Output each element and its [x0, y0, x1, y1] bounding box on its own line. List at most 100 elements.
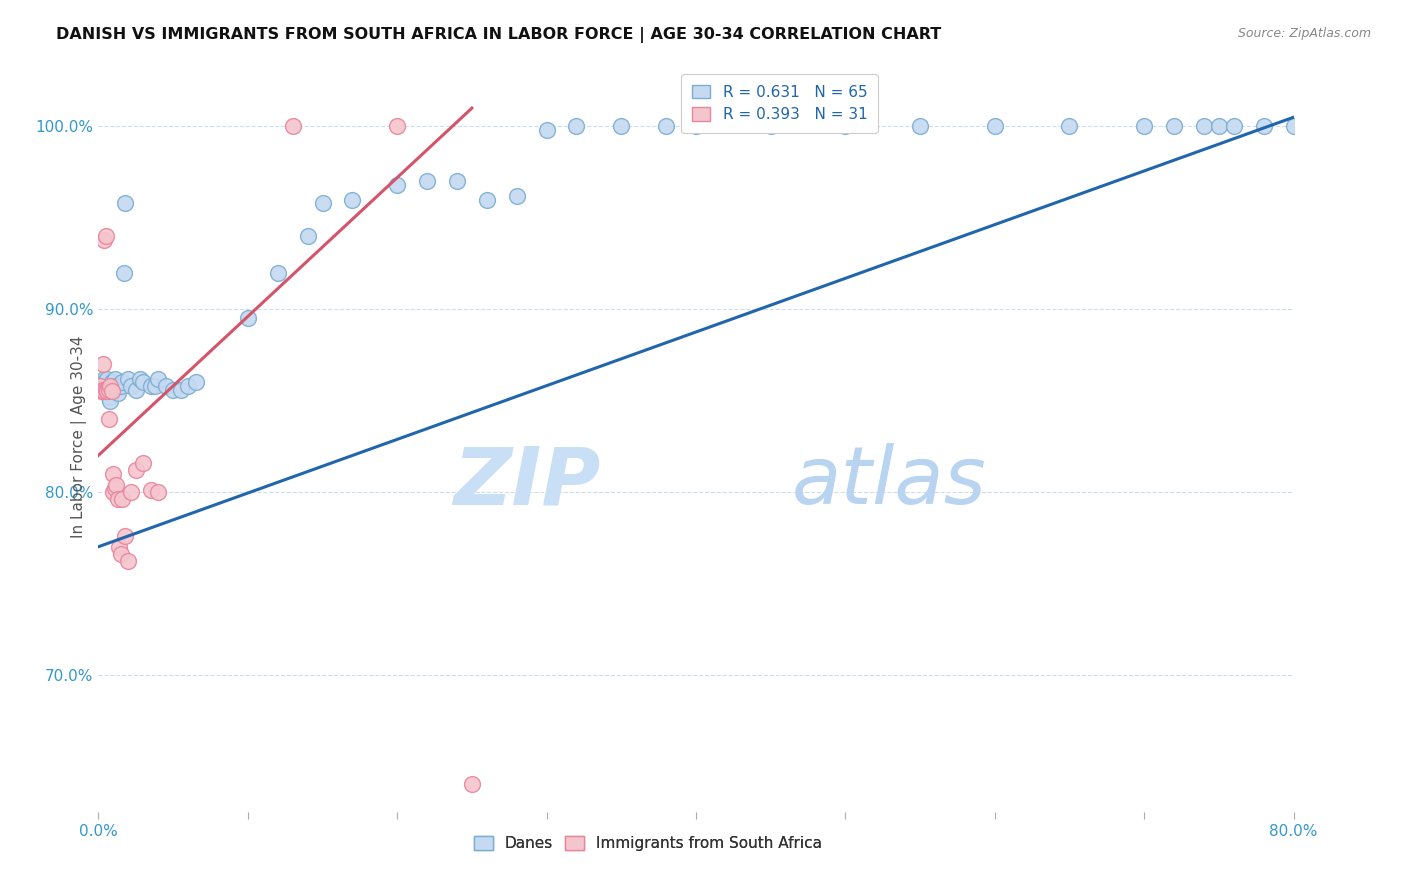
- Point: [94, 229, 117, 244]
- Point: [120, 379, 142, 393]
- Text: atlas: atlas: [792, 443, 987, 521]
- Point: [132, 376, 155, 390]
- Point: [834, 120, 856, 134]
- Point: [385, 178, 409, 192]
- Point: [108, 540, 131, 554]
- Legend: Danes, Immigrants from South Africa: Danes, Immigrants from South Africa: [465, 827, 831, 860]
- Point: [984, 120, 1007, 134]
- Point: [90, 383, 112, 397]
- Point: [104, 371, 127, 385]
- Point: [103, 384, 125, 399]
- Point: [139, 483, 162, 497]
- Point: [91, 383, 114, 397]
- Point: [416, 174, 439, 188]
- Point: [120, 484, 142, 499]
- Point: [143, 379, 166, 393]
- Point: [105, 477, 128, 491]
- Point: [89, 379, 111, 393]
- Point: [565, 120, 588, 134]
- Point: [169, 383, 191, 397]
- Point: [97, 412, 120, 426]
- Point: [98, 379, 122, 393]
- Point: [110, 547, 132, 561]
- Point: [1223, 120, 1246, 134]
- Point: [103, 379, 125, 393]
- Point: [1208, 120, 1230, 134]
- Point: [117, 371, 139, 385]
- Point: [267, 266, 290, 280]
- Point: [93, 371, 115, 385]
- Point: [93, 376, 115, 390]
- Point: [91, 357, 114, 371]
- Point: [184, 376, 207, 390]
- Point: [103, 484, 125, 499]
- Point: [475, 193, 498, 207]
- Point: [155, 379, 177, 393]
- Point: [93, 384, 115, 399]
- Point: [97, 383, 120, 397]
- Point: [236, 311, 259, 326]
- Point: [148, 484, 170, 499]
- Point: [132, 456, 155, 470]
- Point: [114, 196, 136, 211]
- Point: [93, 233, 115, 247]
- Point: [107, 492, 129, 507]
- Point: [108, 379, 131, 393]
- Point: [1253, 120, 1275, 134]
- Point: [117, 554, 139, 568]
- Point: [94, 383, 117, 397]
- Point: [103, 467, 125, 481]
- Point: [105, 379, 128, 393]
- Point: [110, 379, 132, 393]
- Point: [114, 529, 136, 543]
- Point: [177, 379, 200, 393]
- Point: [96, 384, 118, 399]
- Point: [536, 123, 558, 137]
- Point: [1282, 120, 1305, 134]
- Point: [1163, 120, 1185, 134]
- Point: [281, 120, 304, 134]
- Point: [908, 120, 931, 134]
- Point: [91, 379, 114, 393]
- Point: [162, 383, 184, 397]
- Y-axis label: In Labor Force | Age 30-34: In Labor Force | Age 30-34: [72, 335, 87, 539]
- Point: [1133, 120, 1156, 134]
- Point: [125, 463, 148, 477]
- Point: [148, 371, 170, 385]
- Point: [112, 266, 135, 280]
- Point: [759, 120, 782, 134]
- Point: [107, 386, 129, 401]
- Point: [98, 393, 122, 408]
- Point: [342, 193, 364, 207]
- Point: [125, 383, 148, 397]
- Point: [97, 384, 120, 399]
- Point: [1059, 120, 1081, 134]
- Point: [297, 229, 319, 244]
- Point: [94, 384, 117, 399]
- Point: [139, 379, 162, 393]
- Point: [129, 371, 152, 385]
- Point: [104, 481, 127, 495]
- Point: [685, 120, 707, 134]
- Text: ZIP: ZIP: [453, 443, 600, 521]
- Point: [101, 376, 124, 390]
- Point: [97, 390, 120, 404]
- Point: [96, 379, 118, 393]
- Point: [385, 120, 409, 134]
- Point: [97, 379, 120, 393]
- Text: DANISH VS IMMIGRANTS FROM SOUTH AFRICA IN LABOR FORCE | AGE 30-34 CORRELATION CH: DANISH VS IMMIGRANTS FROM SOUTH AFRICA I…: [56, 27, 942, 43]
- Point: [96, 371, 118, 385]
- Point: [101, 384, 124, 399]
- Point: [101, 383, 124, 397]
- Point: [506, 189, 529, 203]
- Point: [610, 120, 633, 134]
- Point: [446, 174, 468, 188]
- Point: [311, 196, 333, 211]
- Point: [111, 492, 134, 507]
- Point: [90, 384, 112, 399]
- Point: [655, 120, 678, 134]
- Point: [111, 376, 134, 390]
- Point: [461, 777, 484, 791]
- Text: Source: ZipAtlas.com: Source: ZipAtlas.com: [1237, 27, 1371, 40]
- Point: [98, 379, 122, 393]
